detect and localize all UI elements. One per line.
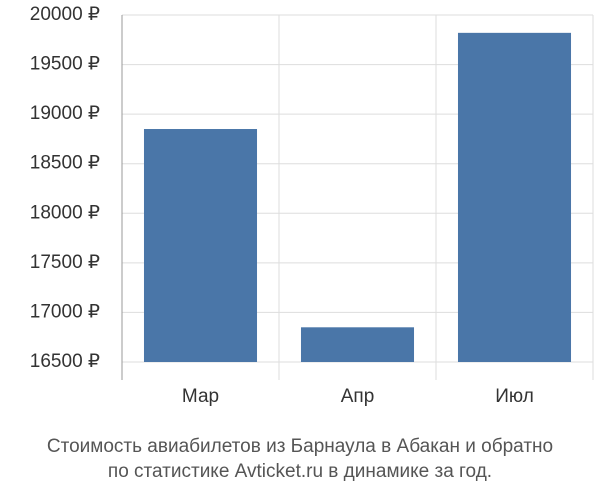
bar (300, 327, 415, 362)
caption-line: по статистике Avticket.ru в динамике за … (108, 461, 492, 482)
x-tick-label: Июл (495, 386, 534, 407)
caption-line: Стоимость авиабилетов из Барнаула в Абак… (47, 436, 553, 457)
x-tick-label: Апр (341, 386, 375, 407)
bar (143, 129, 258, 362)
y-tick-label: 18500 ₽ (30, 153, 100, 174)
x-tick-label: Мар (182, 386, 219, 407)
y-tick-label: 20000 ₽ (30, 4, 100, 25)
y-tick-label: 17500 ₽ (30, 252, 100, 273)
y-tick-label: 16500 ₽ (30, 351, 100, 372)
y-tick-label: 19500 ₽ (30, 54, 100, 75)
y-tick-label: 18000 ₽ (30, 202, 100, 223)
bar (457, 32, 572, 363)
y-tick-label: 19000 ₽ (30, 103, 100, 124)
y-tick-label: 17000 ₽ (30, 301, 100, 322)
